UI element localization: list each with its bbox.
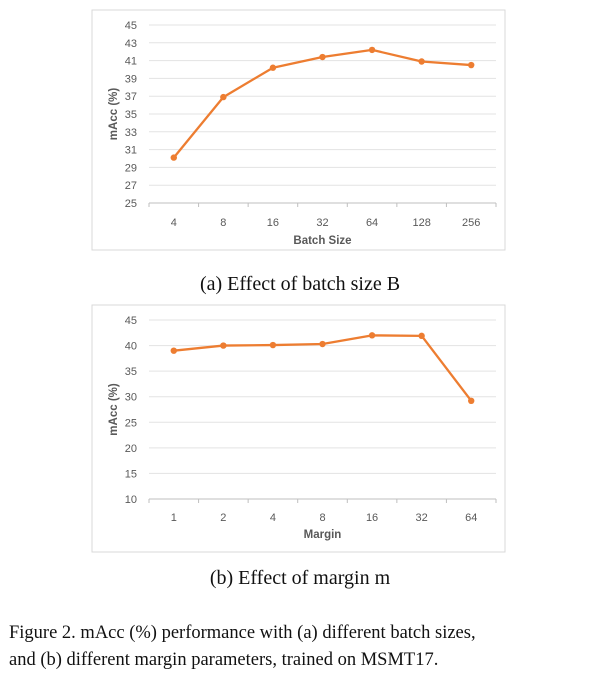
y-tick-label: 30 xyxy=(125,392,137,404)
x-tick-label: 16 xyxy=(366,512,378,524)
y-tick-label: 10 xyxy=(125,494,137,506)
y-axis-label: mAcc (%) xyxy=(108,383,120,436)
subfigure-caption: (b) Effect of margin m xyxy=(210,567,391,589)
x-tick-label: 128 xyxy=(412,217,430,229)
chart-border xyxy=(91,9,506,251)
x-tick-label: 2 xyxy=(220,512,226,524)
x-tick-label: 16 xyxy=(267,217,279,229)
x-tick-label: 64 xyxy=(465,512,477,524)
chart-margin: 10 15 20 25 30 35 40 45 1 2 4 8 16 32 64 Margin mAcc (%) xyxy=(91,304,506,553)
y-tick-label: 35 xyxy=(125,366,137,378)
data-point xyxy=(468,397,475,405)
data-point xyxy=(269,341,277,349)
figure-caption-line: Figure 2. mAcc (%) performance with (a) … xyxy=(9,623,476,643)
y-tick-label: 25 xyxy=(125,417,137,429)
y-axis-label: mAcc (%) xyxy=(108,88,120,141)
y-tick-label: 25 xyxy=(125,198,137,210)
subfigure-caption: (a) Effect of batch size B xyxy=(200,273,400,295)
y-tick-label: 40 xyxy=(125,341,137,353)
y-tick-label: 39 xyxy=(125,73,137,85)
data-point xyxy=(368,332,376,339)
chart-batch-size: 25 27 29 31 33 35 37 39 41 43 45 4 8 16 32 64 128 256 Batc… xyxy=(91,9,506,251)
x-axis-label: Margin xyxy=(304,529,342,541)
data-point xyxy=(220,93,227,101)
x-tick-label: 4 xyxy=(171,217,177,229)
y-tick-label: 20 xyxy=(125,443,137,455)
y-tick-label: 45 xyxy=(125,20,137,32)
data-point xyxy=(319,53,326,61)
x-tick-label: 256 xyxy=(462,217,480,229)
y-tick-label: 35 xyxy=(125,109,137,121)
data-point xyxy=(170,347,177,354)
data-point xyxy=(418,332,425,340)
data-point xyxy=(468,61,475,69)
y-tick-label: 27 xyxy=(125,180,137,192)
x-axis-label: Batch Size xyxy=(293,235,351,247)
chart-border xyxy=(91,304,506,553)
y-tick-label: 29 xyxy=(125,162,137,174)
data-point xyxy=(368,46,376,54)
data-point xyxy=(418,58,425,65)
figure-caption-line: and (b) different margin parameters, tra… xyxy=(9,650,438,670)
x-tick-label: 4 xyxy=(270,512,276,524)
data-point xyxy=(269,64,277,71)
data-point xyxy=(319,340,326,348)
y-tick-label: 45 xyxy=(125,315,137,327)
x-tick-label: 8 xyxy=(319,512,325,524)
x-tick-label: 8 xyxy=(220,217,226,229)
x-tick-label: 64 xyxy=(366,217,378,229)
y-tick-label: 43 xyxy=(125,38,137,50)
y-tick-label: 41 xyxy=(125,56,137,68)
y-tick-label: 37 xyxy=(125,91,137,103)
y-tick-label: 15 xyxy=(125,468,137,480)
x-tick-label: 32 xyxy=(316,217,328,229)
x-tick-label: 32 xyxy=(416,512,428,524)
y-tick-label: 33 xyxy=(125,127,137,139)
x-tick-label: 1 xyxy=(171,512,177,524)
data-point xyxy=(220,342,227,349)
y-tick-label: 31 xyxy=(125,145,137,157)
data-point xyxy=(170,154,177,161)
